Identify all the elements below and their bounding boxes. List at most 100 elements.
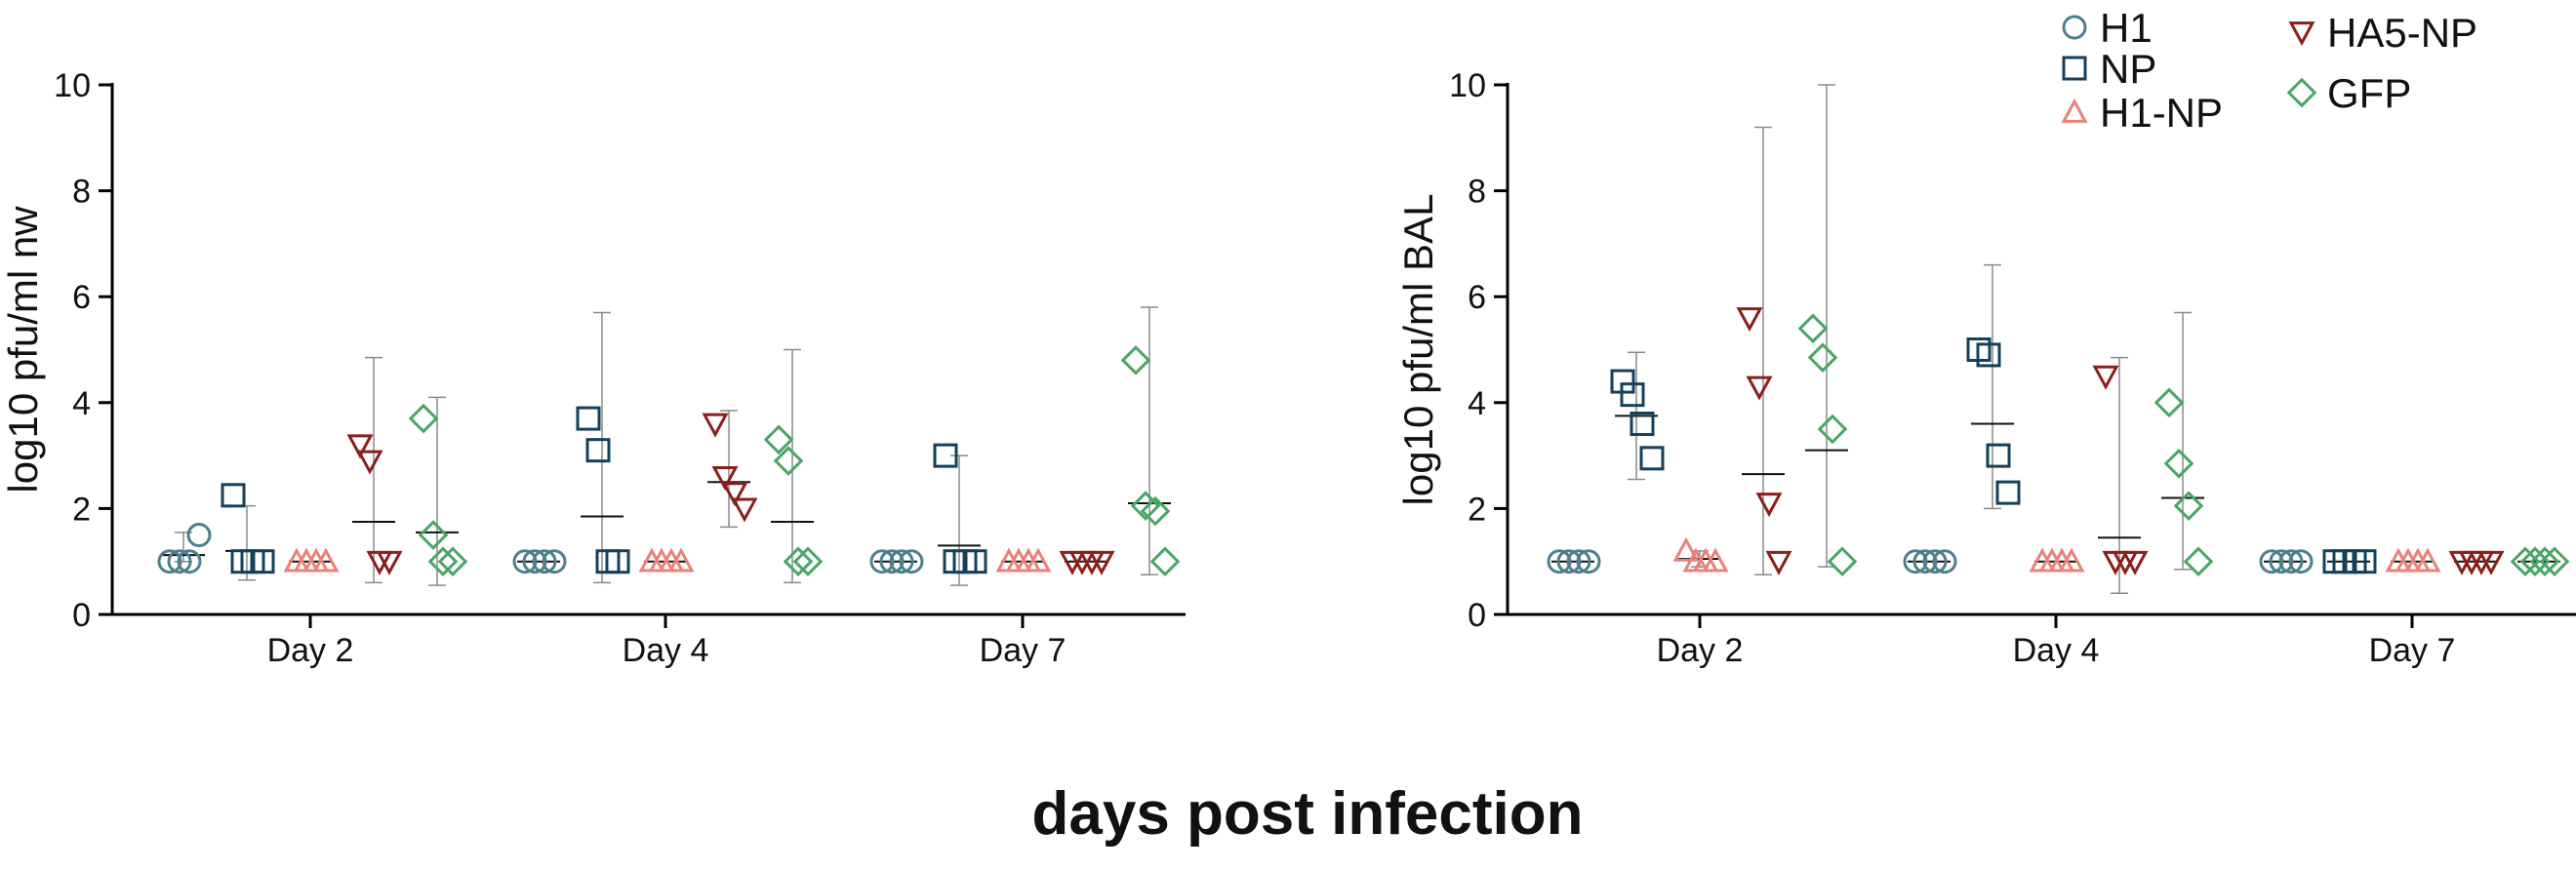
series-ha5-np [1736, 126, 2505, 595]
data-point [1672, 536, 1700, 562]
data-point [1576, 549, 1601, 574]
data-point [2352, 549, 2377, 574]
data-point [783, 546, 814, 577]
data-point [2092, 365, 2119, 390]
data-point [576, 406, 601, 431]
data-point [1620, 382, 1645, 408]
y-axis-title: log10 pfu/ml BAL [1395, 194, 1441, 506]
data-point [773, 446, 804, 476]
legend-entry-h1-np: H1-NP [2061, 90, 2223, 136]
series-ha5-np [346, 356, 1115, 584]
data-point [1922, 549, 1948, 574]
series-h1-np [283, 547, 1052, 573]
panels-layer: 0 2 4 6 8 10 log10 pfu/ml nw Day 2 Day 4 Day 7 0 2 4… [0, 67, 2576, 669]
data-point [522, 549, 547, 574]
data-point [879, 549, 905, 574]
data-point [933, 443, 958, 468]
data-point [186, 523, 212, 548]
data-point [2510, 546, 2541, 577]
y-tick-label: 0 [1468, 597, 1486, 634]
data-point [2058, 547, 2085, 573]
data-point [418, 520, 449, 550]
data-point [1755, 493, 1783, 518]
data-point [542, 549, 567, 574]
data-point [763, 424, 794, 455]
data-point [346, 434, 374, 459]
legend-entry-ha5-np: HA5-NP [2288, 10, 2477, 56]
series-gfp [1797, 84, 2570, 577]
data-point [2259, 549, 2284, 574]
data-point [1746, 376, 1773, 401]
series-h1 [157, 523, 924, 574]
data-point [427, 546, 459, 577]
data-point [1088, 550, 1115, 575]
data-point [2288, 549, 2314, 574]
data-point [376, 550, 403, 575]
data-point [2539, 546, 2570, 577]
data-point [1817, 414, 1848, 445]
data-point [2414, 547, 2441, 573]
legend-label-ha5-np: HA5-NP [2327, 10, 2477, 56]
legend-label-h1-np: H1-NP [2100, 90, 2223, 136]
data-point [731, 497, 758, 523]
data-point [356, 450, 383, 475]
y-tick-label: 4 [72, 385, 91, 422]
data-point [1912, 549, 1938, 574]
data-point [2183, 546, 2214, 577]
data-point [1807, 342, 1838, 373]
legend-entry-gfp: GFP [2286, 70, 2411, 116]
data-point [1932, 549, 1957, 574]
data-point [1639, 446, 1665, 471]
data-point [532, 549, 557, 574]
legend-label-h1: H1 [2100, 5, 2153, 51]
data-point [869, 549, 895, 574]
data-point [702, 413, 729, 438]
data-point [1903, 549, 1928, 574]
data-point [167, 549, 192, 574]
legend-entry-np: NP [2062, 46, 2156, 92]
y-tick-label: 10 [1449, 67, 1486, 104]
data-point [2121, 550, 2149, 575]
data-point [2173, 491, 2204, 522]
data-point [1797, 313, 1829, 344]
x-tick-label-day-7: Day 7 [980, 632, 1067, 669]
data-point [1995, 480, 2021, 505]
data-point [1566, 549, 1591, 574]
legend-marker-gfp [2286, 77, 2317, 108]
data-point [2529, 546, 2560, 577]
legend-label-gfp: GFP [2327, 70, 2411, 116]
data-point [2519, 546, 2551, 577]
data-point [1120, 345, 1151, 376]
series-h1-np [1672, 536, 2441, 573]
y-tick-label: 6 [1468, 279, 1486, 316]
y-tick-label: 0 [72, 597, 91, 634]
data-point [2163, 448, 2194, 479]
data-point [1149, 546, 1181, 577]
y-tick-label: 4 [1468, 385, 1486, 422]
data-point [605, 549, 630, 574]
x-tick-label-day-4: Day 4 [2013, 632, 2100, 669]
data-point [2269, 549, 2294, 574]
chart-panel-1: 0 2 4 6 8 10 log10 pfu/ml nw Day 2 Day 4 Day 7 [0, 67, 1186, 669]
data-point [512, 549, 538, 574]
data-point [585, 438, 611, 463]
series-np [221, 311, 987, 586]
data-point [1547, 549, 1572, 574]
data-point [1976, 342, 2001, 368]
legend-marker-h1 [2062, 15, 2087, 40]
x-tick-label-day-7: Day 7 [2369, 632, 2456, 669]
data-point [899, 549, 924, 574]
series-gfp [408, 306, 1181, 586]
legend-marker-h1-np [2061, 98, 2088, 123]
y-axis-title: log10 pfu/ml nw [0, 206, 46, 494]
y-tick-label: 8 [72, 174, 91, 211]
data-point [250, 549, 275, 574]
data-point [1556, 549, 1582, 574]
data-point [437, 546, 468, 577]
data-point [157, 549, 182, 574]
data-point [721, 482, 748, 507]
data-point [962, 549, 987, 574]
chart-panel-2: 0 2 4 6 8 10 log10 pfu/ml BAL Day 2 Day 4 Day 7 [1395, 67, 2576, 669]
data-point [1736, 307, 1763, 333]
